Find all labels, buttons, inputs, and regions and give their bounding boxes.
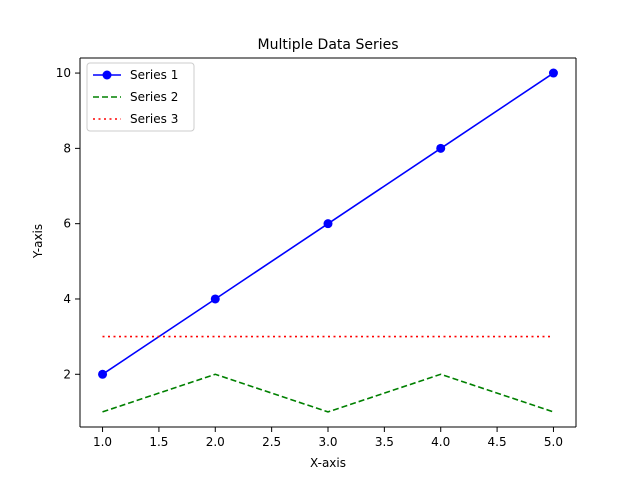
- x-tick-label: 4.0: [431, 435, 450, 449]
- legend-marker-series-1: [102, 70, 112, 80]
- x-tick-label: 3.0: [318, 435, 337, 449]
- y-tick-label: 6: [63, 217, 71, 231]
- legend-label-series-1: Series 1: [130, 68, 178, 82]
- y-axis-label: Y-axis: [31, 224, 45, 259]
- series-1-point: [323, 219, 333, 229]
- x-tick-label: 5.0: [544, 435, 563, 449]
- plot-area: 1.0 1.5 2.0 2.5 3.0 3.5 4.0 4.5 5.0 2 4 6 8 10: [56, 57, 577, 449]
- legend-box: [86, 62, 195, 132]
- series-2-line: [102, 373, 554, 413]
- x-tick-label: 2.5: [262, 435, 281, 449]
- x-tick-label: 4.5: [488, 435, 507, 449]
- series-1-point: [436, 143, 446, 153]
- x-tick-label: 2.0: [206, 435, 225, 449]
- x-axis-label: X-axis: [310, 456, 346, 470]
- legend-label-series-2: Series 2: [130, 90, 178, 104]
- y-tick-label: 10: [56, 66, 71, 80]
- series-1-point: [210, 294, 220, 304]
- chart-title: Multiple Data Series: [258, 37, 399, 53]
- series-1: [98, 68, 558, 379]
- y-tick-label: 4: [63, 292, 71, 306]
- series-2: [102, 373, 554, 413]
- series-1-point: [548, 68, 558, 78]
- x-tick-label: 1.5: [149, 435, 168, 449]
- legend: Series 1 Series 2 Series 3: [86, 62, 195, 132]
- legend-label-series-3: Series 3: [130, 112, 178, 126]
- y-tick-label: 2: [63, 367, 71, 381]
- series-1-point: [98, 369, 108, 379]
- y-tick-label: 8: [63, 141, 71, 155]
- x-tick-label: 3.5: [375, 435, 394, 449]
- x-tick-label: 1.0: [93, 435, 112, 449]
